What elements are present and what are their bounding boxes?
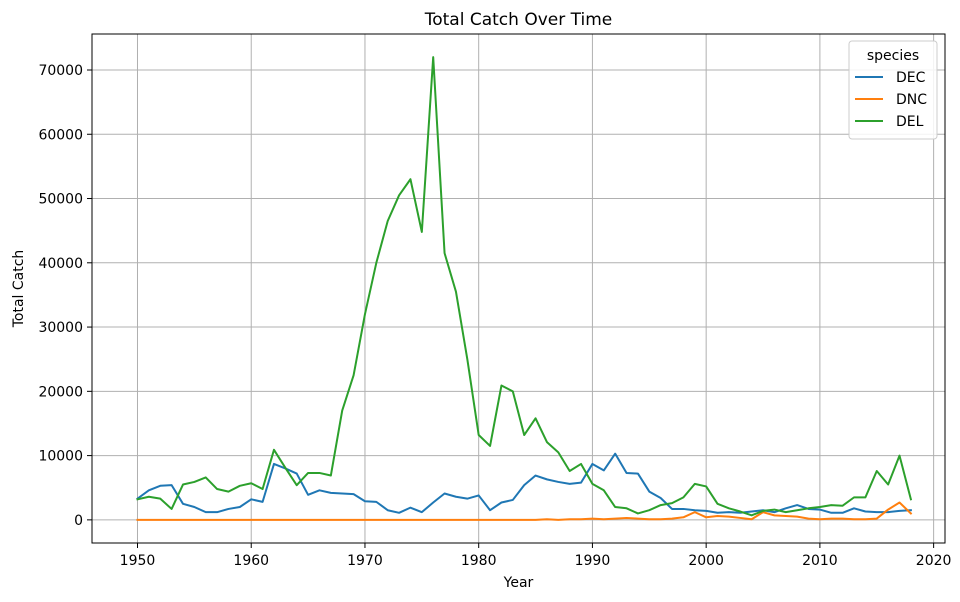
legend-label-dec: DEC [896,70,926,86]
chart-title: Total Catch Over Time [424,10,612,30]
legend-label-del: DEL [896,114,924,130]
y-tick-label: 70000 [38,63,83,79]
x-axis-title: Year [503,575,534,591]
series-line-dnc [136,501,913,521]
plot-frame [91,33,946,544]
x-tick-label: 2010 [802,553,838,569]
x-tick-label: 1960 [233,553,269,569]
legend-label-dnc: DNC [896,92,927,108]
legend: species DEC DNC DEL [848,40,938,140]
legend-title: species [867,48,919,64]
y-tick-label: 30000 [38,320,83,336]
series-line-del [136,56,913,517]
axis-ticks: 1950 1960 1970 1980 1990 2000 2010 2020 0 10000 20… [38,63,951,569]
x-tick-label: 2000 [688,553,724,569]
x-tick-label: 1950 [120,553,156,569]
y-axis-title: Total Catch [11,250,27,329]
x-tick-label: 1990 [575,553,611,569]
x-tick-label: 2020 [916,553,952,569]
series-line-dec [136,452,912,514]
x-tick-label: 1980 [461,553,497,569]
y-tick-label: 0 [74,513,83,529]
series-lines [136,56,913,521]
y-tick-label: 50000 [38,192,83,208]
y-tick-label: 10000 [38,449,83,465]
x-tick-label: 1970 [347,553,383,569]
grid [92,34,945,543]
y-tick-label: 20000 [38,384,83,400]
y-tick-label: 60000 [38,127,83,143]
legend-box [848,40,938,140]
y-tick-label: 40000 [38,256,83,272]
